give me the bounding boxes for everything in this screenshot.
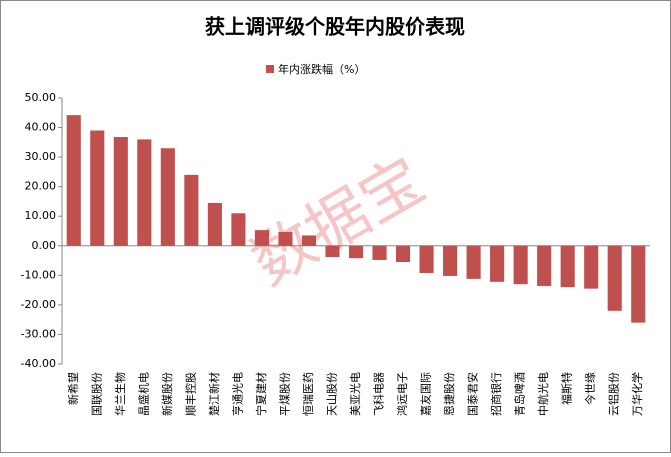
x-tick-label: 恒瑞医药 bbox=[301, 372, 315, 416]
y-tick-label: -10.00 bbox=[21, 268, 56, 281]
bar bbox=[466, 245, 481, 279]
x-tick-label: 恩捷股份 bbox=[442, 372, 456, 416]
x-tick-label: 嘉友国际 bbox=[419, 372, 433, 416]
x-tick-label: 飞科电器 bbox=[372, 372, 386, 416]
x-tick-label: 万华化学 bbox=[630, 372, 644, 416]
x-tick-label: 华兰生物 bbox=[113, 372, 127, 416]
x-tick-label: 招商银行 bbox=[489, 372, 503, 416]
y-tick-label: -30.00 bbox=[21, 327, 56, 340]
bar bbox=[560, 245, 575, 288]
bar bbox=[184, 174, 199, 246]
x-tick-label: 今世缘 bbox=[583, 372, 597, 405]
bar bbox=[537, 245, 552, 286]
y-tick-label: -20.00 bbox=[21, 298, 56, 311]
bar bbox=[66, 115, 81, 246]
bar bbox=[607, 245, 622, 311]
y-tick-label: 50.00 bbox=[25, 91, 57, 104]
bar bbox=[207, 202, 222, 246]
x-tick-label: 国泰君安 bbox=[466, 372, 480, 416]
x-tick-label: 美亚光电 bbox=[348, 372, 362, 416]
y-tick-label: 10.00 bbox=[25, 209, 57, 222]
bar bbox=[443, 245, 458, 276]
bar bbox=[137, 139, 152, 246]
bar bbox=[584, 245, 599, 289]
bar bbox=[90, 130, 105, 246]
bar bbox=[395, 245, 411, 263]
x-tick-label: 宁夏建材 bbox=[254, 372, 268, 416]
legend-label: 年内涨跌幅（%） bbox=[278, 62, 365, 76]
bar bbox=[301, 235, 317, 246]
chart-title: 获上调评级个股年内股价表现 bbox=[205, 15, 465, 39]
bar bbox=[513, 245, 528, 285]
x-tick-label: 晶盛机电 bbox=[136, 372, 150, 416]
x-tick-label: 天山股份 bbox=[325, 372, 338, 416]
bar bbox=[372, 245, 387, 260]
x-tick-label: 鸿远电子 bbox=[395, 372, 409, 416]
x-tick-label: 福斯特 bbox=[560, 372, 574, 405]
x-tick-label: 青岛啤酒 bbox=[513, 372, 527, 416]
x-tick-label: 国联股份 bbox=[90, 372, 103, 416]
x-tick-label: 亨通光电 bbox=[230, 372, 244, 416]
x-tick-label: 楚江新材 bbox=[207, 372, 221, 416]
y-tick-label: 30.00 bbox=[25, 150, 57, 163]
y-tick-label: 40.00 bbox=[25, 121, 57, 134]
x-tick-label: 新媒股份 bbox=[160, 372, 174, 416]
bar bbox=[231, 213, 246, 246]
x-tick-label: 顺丰控股 bbox=[183, 372, 197, 416]
y-tick-label: 0.00 bbox=[32, 239, 57, 252]
bar bbox=[254, 230, 269, 246]
x-tick-label: 云铝股份 bbox=[607, 372, 621, 416]
bar bbox=[631, 245, 646, 323]
bar bbox=[278, 231, 293, 246]
y-tick-label: -40.00 bbox=[21, 357, 56, 370]
bar bbox=[490, 245, 505, 282]
legend-swatch bbox=[266, 65, 274, 73]
x-tick-label: 新希望 bbox=[66, 372, 80, 405]
bar bbox=[348, 245, 364, 259]
bar bbox=[160, 148, 175, 246]
bar bbox=[419, 245, 434, 273]
bar bbox=[113, 137, 128, 246]
x-tick-label: 平煤股份 bbox=[278, 372, 291, 416]
x-tick-label: 中航光电 bbox=[536, 372, 550, 416]
y-tick-label: 20.00 bbox=[25, 180, 57, 193]
bar bbox=[325, 245, 340, 258]
